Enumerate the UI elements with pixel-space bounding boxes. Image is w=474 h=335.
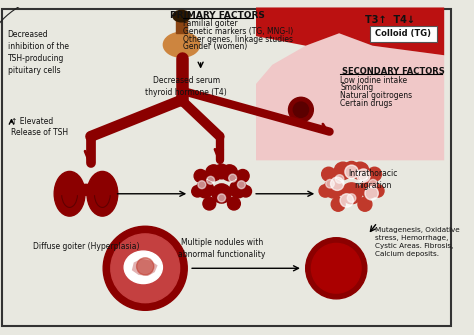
Circle shape	[358, 197, 372, 211]
Text: Other genes, linkage studies: Other genes, linkage studies	[183, 35, 293, 44]
Text: Decreased serum
thyroid hormone (T4): Decreased serum thyroid hormone (T4)	[146, 76, 227, 97]
Circle shape	[345, 165, 358, 179]
Text: Gender (women): Gender (women)	[183, 42, 247, 51]
Circle shape	[331, 197, 345, 211]
Bar	[177, 14, 186, 24]
Circle shape	[322, 167, 336, 181]
Ellipse shape	[87, 172, 118, 216]
Circle shape	[221, 165, 237, 181]
FancyBboxPatch shape	[370, 26, 437, 42]
Ellipse shape	[124, 251, 163, 283]
Text: Certain drugs: Certain drugs	[340, 98, 392, 108]
Circle shape	[137, 258, 154, 275]
Circle shape	[229, 181, 247, 198]
Circle shape	[372, 185, 384, 197]
Circle shape	[203, 197, 216, 210]
Circle shape	[240, 186, 252, 197]
Circle shape	[289, 97, 313, 122]
Circle shape	[103, 226, 187, 310]
Circle shape	[228, 197, 240, 210]
Text: Multiple nodules with
abnormal functionality: Multiple nodules with abnormal functiona…	[178, 238, 265, 259]
Text: Diffuse goiter (Hyperplasia): Diffuse goiter (Hyperplasia)	[33, 242, 139, 251]
Circle shape	[214, 164, 229, 179]
Text: SECONDARY FACTORS: SECONDARY FACTORS	[342, 67, 445, 76]
Circle shape	[207, 176, 215, 184]
Circle shape	[228, 174, 237, 182]
Circle shape	[192, 186, 203, 197]
Circle shape	[340, 194, 354, 207]
Text: Decreased
inhibition of the
TSH-producing
pituitary cells: Decreased inhibition of the TSH-producin…	[8, 30, 69, 75]
Circle shape	[344, 161, 359, 177]
Circle shape	[111, 234, 180, 303]
Circle shape	[335, 175, 344, 183]
Circle shape	[306, 238, 367, 299]
Ellipse shape	[54, 172, 85, 216]
Circle shape	[293, 102, 309, 117]
Circle shape	[196, 181, 214, 198]
Text: Intrathoracic
migration: Intrathoracic migration	[348, 169, 397, 190]
Circle shape	[237, 170, 249, 182]
Circle shape	[341, 183, 362, 204]
Ellipse shape	[173, 10, 190, 22]
Circle shape	[357, 169, 370, 182]
Circle shape	[212, 184, 231, 203]
Circle shape	[319, 185, 331, 197]
Text: Mutagenesis, Oxidative
stress, Hemorrhage,
Cystic Areas. Fibrosis,
Calcium depos: Mutagenesis, Oxidative stress, Hemorrhag…	[375, 226, 460, 257]
FancyBboxPatch shape	[2, 9, 451, 326]
Circle shape	[324, 179, 343, 198]
Circle shape	[369, 180, 377, 188]
Circle shape	[365, 187, 378, 200]
Circle shape	[360, 179, 379, 198]
Text: Smoking: Smoking	[340, 83, 374, 92]
Circle shape	[334, 162, 352, 180]
Bar	[176, 16, 187, 33]
Ellipse shape	[78, 184, 94, 195]
Text: Genetic markers (TG, MNG-I): Genetic markers (TG, MNG-I)	[183, 27, 294, 36]
Polygon shape	[132, 259, 158, 276]
Text: Colloid (TG): Colloid (TG)	[375, 29, 431, 38]
Circle shape	[330, 177, 344, 190]
Circle shape	[206, 165, 222, 181]
Text: T3↑  T4↓: T3↑ T4↓	[365, 15, 415, 25]
Text: PRIMARY FACTORS: PRIMARY FACTORS	[170, 11, 265, 20]
Circle shape	[367, 167, 382, 181]
Polygon shape	[256, 33, 444, 160]
Circle shape	[198, 181, 206, 189]
Text: ↑ Elevated
Release of TSH: ↑ Elevated Release of TSH	[11, 117, 69, 137]
Circle shape	[359, 172, 368, 181]
Circle shape	[237, 181, 246, 189]
Circle shape	[351, 162, 369, 180]
Circle shape	[326, 180, 334, 188]
Text: Natural goitrogens: Natural goitrogens	[340, 91, 412, 100]
Circle shape	[218, 194, 226, 202]
Text: Low iodine intake: Low iodine intake	[340, 76, 407, 85]
Circle shape	[194, 170, 207, 182]
Circle shape	[347, 194, 356, 202]
Text: Familial goiter: Familial goiter	[183, 19, 238, 28]
Polygon shape	[256, 7, 444, 55]
Ellipse shape	[164, 32, 200, 57]
Circle shape	[311, 244, 361, 293]
